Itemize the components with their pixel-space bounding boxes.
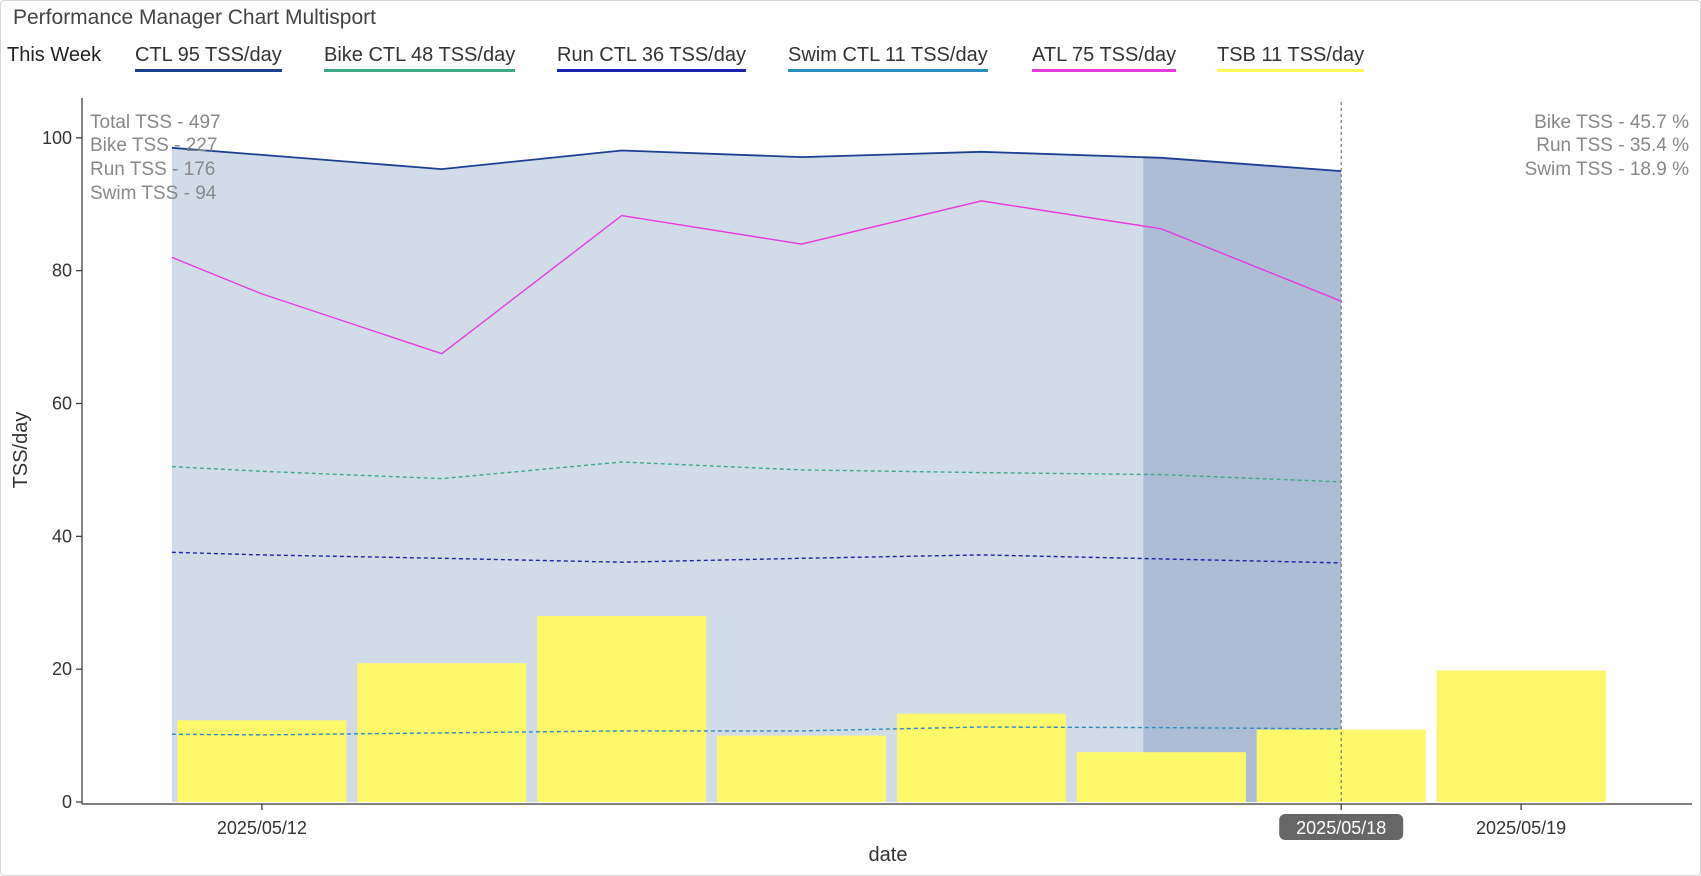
series-line-ctl <box>171 146 1342 172</box>
stat-swim-tss: Swim TSS - 94 <box>90 183 217 204</box>
tsb-bar <box>177 720 347 802</box>
current-week-band <box>1143 147 1342 802</box>
series-line-bike-ctl <box>171 461 1342 483</box>
tsb-bar <box>896 713 1066 802</box>
ctl-area <box>171 147 1342 803</box>
stat-swim-pct: Swim TSS - 18.9 % <box>1525 159 1689 180</box>
y-tick-label: 100 <box>42 128 72 148</box>
series-lines <box>171 146 1342 736</box>
stat-bike-tss: Bike TSS - 227 <box>90 135 217 156</box>
legend-item-swim-ctl[interactable]: Swim CTL 11 TSS/day <box>788 44 988 72</box>
plot-area <box>171 147 1342 803</box>
legend-item-atl[interactable]: ATL 75 TSS/day <box>1032 44 1177 72</box>
x-tick-label: 2025/05/19 <box>1476 818 1566 838</box>
current-date-pill <box>1279 814 1404 840</box>
chart-title: Performance Manager Chart Multisport <box>13 6 376 29</box>
x-axis-title: date <box>869 844 908 866</box>
tsb-bar <box>1256 729 1426 802</box>
y-tick-label: 80 <box>52 261 72 281</box>
legend-item-ctl[interactable]: CTL 95 TSS/day <box>135 44 282 72</box>
legend-item-tsb[interactable]: TSB 11 TSS/day <box>1217 44 1365 72</box>
stat-run-tss: Run TSS - 176 <box>90 159 215 180</box>
x-tick-label-current: 2025/05/18 <box>1296 818 1386 838</box>
y-tick-label: 0 <box>62 792 72 812</box>
y-tick-label: 60 <box>52 394 72 414</box>
stat-total-tss: Total TSS - 497 <box>90 112 221 133</box>
x-tick-label: 2025/05/12 <box>217 818 307 838</box>
series-line-run-ctl <box>171 551 1342 564</box>
axes: 0 20 40 60 80 100 2025/05/12 2025/05/18 2025/05/… <box>42 98 1692 840</box>
y-tick-label: 40 <box>52 526 72 546</box>
y-tick-label: 20 <box>52 659 72 679</box>
series-line-swim-ctl <box>171 726 1342 736</box>
series-line-atl <box>171 200 1342 355</box>
stats-annotations: Total TSS - 497 Bike TSS - 227 Run TSS -… <box>90 112 1689 204</box>
tsb-bar <box>717 735 887 802</box>
tsb-bar <box>537 616 707 802</box>
stat-bike-pct: Bike TSS - 45.7 % <box>1534 112 1689 133</box>
tsb-bar <box>1076 752 1246 802</box>
stat-run-pct: Run TSS - 35.4 % <box>1536 135 1689 156</box>
y-axis-title: TSS/day <box>10 412 32 489</box>
legend-item-bike-ctl[interactable]: Bike CTL 48 TSS/day <box>324 44 516 72</box>
legend-item-run-ctl[interactable]: Run CTL 36 TSS/day <box>557 44 746 72</box>
tsb-bar <box>1436 670 1606 802</box>
legend-week-label: This Week <box>7 44 102 66</box>
